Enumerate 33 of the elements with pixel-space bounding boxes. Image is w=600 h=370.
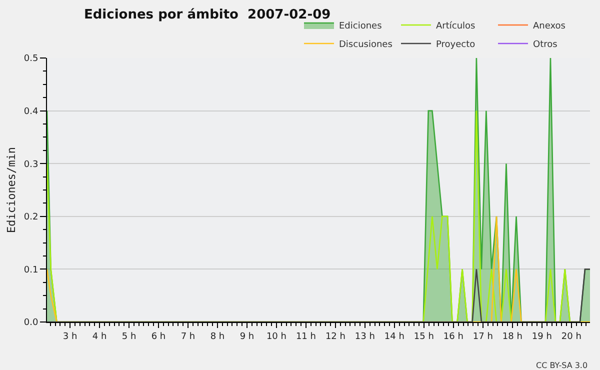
text: CC BY-SA 3.0 (536, 361, 588, 370)
legend-label: Ediciones (339, 22, 382, 32)
x-tick-label: 6 h (151, 332, 166, 342)
legend-label: Proyecto (436, 40, 476, 50)
chart-title: Ediciones por ámbito 2007-02-09 (84, 7, 331, 22)
legend-label: Artículos (436, 20, 476, 32)
y-tick-label: 0.0 (24, 318, 38, 328)
x-tick-label: 7 h (180, 332, 196, 342)
x-tick-label: 19 h (532, 332, 552, 342)
x-tick-label: 10 h (266, 332, 286, 342)
legend-label: Discusiones (339, 40, 393, 50)
x-tick-label: 4 h (92, 332, 107, 342)
x-tick-label: 12 h (325, 332, 346, 342)
y-tick-label: 0.2 (24, 212, 38, 223)
x-tick-label: 20 h (561, 332, 582, 342)
x-tick-label: 16 h (443, 332, 464, 342)
legend-label: Anexos (533, 22, 566, 32)
x-tick-label: 17 h (472, 332, 493, 342)
x-tick-label: 13 h (354, 332, 375, 342)
y-tick-label: 0.1 (24, 265, 38, 276)
x-tick-label: 5 h (122, 332, 136, 342)
x-tick-label: 3 h (62, 332, 78, 342)
x-tick-label: 9 h (240, 332, 254, 342)
y-tick-label: 0.4 (24, 106, 38, 117)
x-tick-label: 14 h (384, 332, 404, 342)
legend-label: Otros (533, 40, 558, 50)
x-tick-label: 11 h (296, 332, 316, 342)
y-tick-label: 0.5 (24, 54, 38, 64)
x-tick-label: 8 h (210, 332, 225, 342)
y-tick-label: 0.3 (24, 160, 38, 170)
x-tick-label: 18 h (502, 332, 522, 342)
y-axis-title: Ediciones/min (5, 146, 18, 234)
x-tick-label: 15 h (414, 332, 434, 342)
